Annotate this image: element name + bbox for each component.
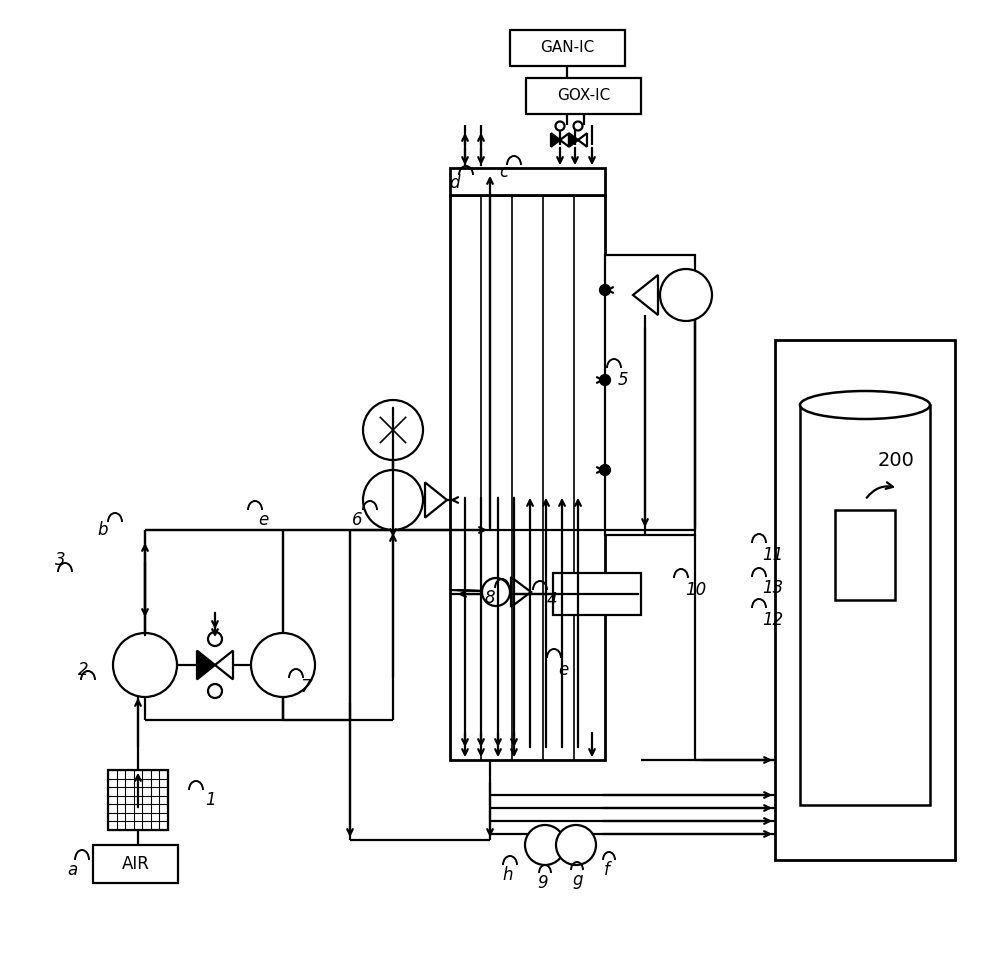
Circle shape: [363, 470, 423, 530]
Bar: [553, 573, 641, 615]
Circle shape: [600, 285, 610, 295]
Text: 6: 6: [352, 511, 363, 529]
Text: AIR: AIR: [122, 855, 149, 873]
Circle shape: [208, 632, 222, 646]
Polygon shape: [551, 133, 560, 147]
Text: 2: 2: [78, 661, 89, 679]
Bar: [605, 255, 695, 535]
Circle shape: [525, 825, 565, 865]
Ellipse shape: [800, 391, 930, 419]
Text: e: e: [258, 511, 268, 529]
Text: b: b: [98, 521, 108, 539]
Text: 11: 11: [762, 546, 783, 564]
Text: 13: 13: [762, 579, 783, 597]
Text: e: e: [558, 661, 568, 679]
Text: g: g: [572, 871, 582, 889]
Circle shape: [660, 269, 712, 321]
Text: 7: 7: [300, 678, 311, 696]
Text: 10: 10: [685, 581, 706, 599]
Text: h: h: [502, 866, 512, 884]
Circle shape: [251, 633, 315, 697]
Bar: [775, 340, 955, 860]
Text: 200: 200: [878, 451, 915, 469]
Text: GAN-IC: GAN-IC: [540, 41, 595, 56]
Circle shape: [208, 684, 222, 698]
Circle shape: [113, 633, 177, 697]
Text: 12: 12: [762, 611, 783, 629]
Text: 4: 4: [547, 591, 558, 609]
Bar: [526, 78, 641, 114]
Text: a: a: [67, 861, 77, 879]
Text: GOX-IC: GOX-IC: [557, 89, 610, 103]
Circle shape: [556, 825, 596, 865]
Circle shape: [574, 122, 582, 131]
Circle shape: [556, 122, 564, 131]
Circle shape: [363, 400, 423, 460]
Bar: [835, 510, 895, 600]
Bar: [800, 405, 930, 805]
Bar: [510, 30, 625, 66]
Bar: [450, 168, 605, 195]
Bar: [93, 845, 178, 883]
Bar: [450, 195, 605, 760]
Circle shape: [482, 578, 510, 606]
Text: 1: 1: [205, 791, 216, 809]
Text: d: d: [450, 174, 460, 192]
Text: f: f: [604, 861, 610, 879]
Circle shape: [600, 375, 610, 385]
Bar: [108, 770, 168, 830]
Polygon shape: [569, 133, 578, 147]
Text: 3: 3: [55, 551, 66, 569]
Text: c: c: [499, 163, 508, 181]
Text: 5: 5: [618, 371, 629, 389]
FancyArrowPatch shape: [867, 482, 893, 498]
Text: 8: 8: [484, 589, 495, 607]
Polygon shape: [197, 651, 215, 680]
Circle shape: [600, 465, 610, 475]
Text: 9: 9: [537, 874, 548, 892]
